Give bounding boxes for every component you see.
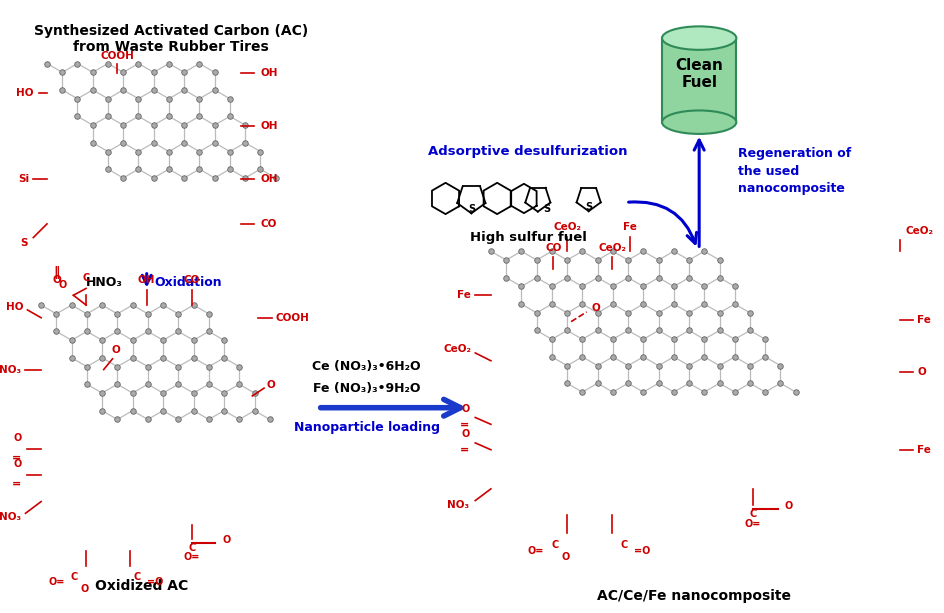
Text: O: O <box>59 280 66 291</box>
Ellipse shape <box>662 110 735 134</box>
Text: OH: OH <box>260 68 278 78</box>
Text: OH: OH <box>260 174 278 184</box>
Text: Fe: Fe <box>457 291 471 300</box>
Text: AC/Ce/Fe nanocomposite: AC/Ce/Fe nanocomposite <box>597 589 790 603</box>
Text: S: S <box>584 202 592 212</box>
Text: C: C <box>133 572 141 582</box>
Text: O: O <box>561 552 568 562</box>
Text: O=: O= <box>183 552 200 562</box>
Text: S: S <box>467 204 475 215</box>
Text: Fe: Fe <box>917 445 930 455</box>
Text: S: S <box>20 238 27 248</box>
Text: Synthesized Activated Carbon (AC): Synthesized Activated Carbon (AC) <box>34 25 308 39</box>
Text: nanocomposite: nanocomposite <box>737 182 844 195</box>
Text: O: O <box>80 584 88 594</box>
Text: COOH: COOH <box>100 51 134 61</box>
Text: O=: O= <box>527 546 543 557</box>
Text: CeO₂: CeO₂ <box>443 344 471 354</box>
Text: O: O <box>223 535 231 545</box>
Text: Regeneration of: Regeneration of <box>737 147 851 160</box>
Text: Nanoparticle loading: Nanoparticle loading <box>294 421 439 434</box>
Text: =O: =O <box>146 577 163 587</box>
Text: CeO₂: CeO₂ <box>904 226 933 235</box>
Text: HO: HO <box>16 88 33 98</box>
Text: C: C <box>551 539 559 550</box>
Text: CO: CO <box>545 243 561 253</box>
Text: NO₃: NO₃ <box>0 512 22 522</box>
Text: C: C <box>749 509 756 519</box>
Text: Fe: Fe <box>917 314 930 325</box>
Text: O: O <box>917 368 925 378</box>
Text: O: O <box>267 380 276 390</box>
Text: Fe: Fe <box>622 222 636 232</box>
Text: =: = <box>460 445 469 455</box>
Text: NO₃: NO₃ <box>447 500 469 511</box>
Text: C: C <box>619 539 627 550</box>
Text: HNO₃: HNO₃ <box>85 276 122 289</box>
Text: Adsorptive desulfurization: Adsorptive desulfurization <box>428 145 627 158</box>
Text: CO: CO <box>260 219 277 229</box>
Text: =: = <box>460 419 469 429</box>
Text: O: O <box>784 501 792 511</box>
Text: Ce (NO₃)₃•6H₂O: Ce (NO₃)₃•6H₂O <box>312 360 421 373</box>
Text: O: O <box>52 275 61 286</box>
Text: Si: Si <box>18 174 29 184</box>
Text: O: O <box>461 403 469 414</box>
Text: OH: OH <box>138 275 156 284</box>
Text: High sulfur fuel: High sulfur fuel <box>469 231 586 244</box>
FancyBboxPatch shape <box>662 38 735 122</box>
Text: C: C <box>188 543 195 553</box>
Text: Oxidized AC: Oxidized AC <box>95 579 188 593</box>
Text: C: C <box>71 572 78 582</box>
Text: O: O <box>591 303 599 313</box>
Text: Clean
Fuel: Clean Fuel <box>675 58 722 91</box>
Text: S: S <box>543 204 549 214</box>
Text: CeO₂: CeO₂ <box>598 243 626 253</box>
Text: O: O <box>461 429 469 439</box>
Text: NO₃: NO₃ <box>0 365 22 375</box>
Text: Fe (NO₃)₃•9H₂O: Fe (NO₃)₃•9H₂O <box>312 382 420 395</box>
Text: O=: O= <box>48 577 64 587</box>
Text: COOH: COOH <box>276 313 310 322</box>
Text: from Waste Rubber Tires: from Waste Rubber Tires <box>74 40 269 54</box>
Text: C: C <box>82 273 90 283</box>
Text: =: = <box>12 452 22 463</box>
Text: O=: O= <box>744 519 760 529</box>
Text: HO: HO <box>6 302 24 312</box>
Text: =: = <box>12 479 22 489</box>
Text: CeO₂: CeO₂ <box>552 222 581 232</box>
Text: =O: =O <box>633 546 649 557</box>
Ellipse shape <box>662 26 735 50</box>
Text: O: O <box>13 433 22 443</box>
Text: Oxidation: Oxidation <box>155 276 222 289</box>
Text: O: O <box>111 345 120 355</box>
Text: OH: OH <box>260 121 278 131</box>
Text: O: O <box>13 459 22 470</box>
Text: CO: CO <box>183 275 200 284</box>
Text: the used: the used <box>737 164 799 178</box>
Text: ‖: ‖ <box>54 265 59 279</box>
